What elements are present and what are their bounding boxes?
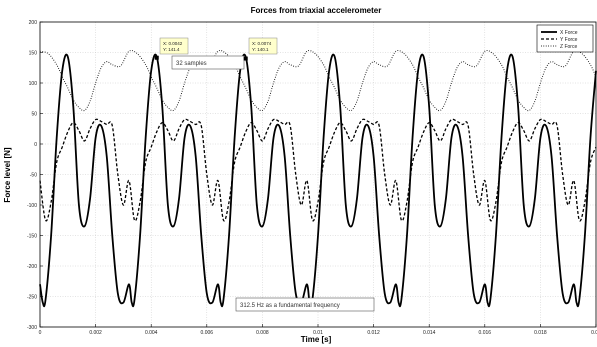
grid-lines — [40, 22, 596, 327]
y-tick-label: -200 — [27, 264, 37, 270]
y-tick-label: 0 — [34, 142, 37, 148]
datatip-marker-2 — [243, 56, 248, 61]
y-tick-label: -150 — [27, 234, 37, 240]
x-axis-label: Time [s] — [301, 335, 332, 344]
y-tick-label: 200 — [29, 20, 38, 26]
annotation-box-frequency — [235, 297, 375, 312]
annotation-frequency: 312.5 Hz as a fundamental frequency — [240, 303, 340, 309]
series-line-x-force — [39, 53, 597, 308]
series-lines — [39, 49, 597, 308]
y-tick-label: 150 — [29, 51, 38, 57]
datatip-1-x: X: 0.0042 — [163, 41, 183, 46]
x-tick-label: 0.002 — [89, 330, 102, 336]
datatip-box-1 — [159, 37, 189, 55]
y-tick-label: -250 — [27, 295, 37, 301]
x-tick-label: 0.014 — [423, 330, 436, 336]
x-tick-label: 0 — [39, 330, 42, 336]
y-tick-label: 50 — [31, 112, 37, 118]
series-line-z-force — [39, 49, 597, 112]
x-tick-label: 0.006 — [201, 330, 214, 336]
x-tick-label: 0.018 — [534, 330, 547, 336]
datatip-1-y: Y: 141.4 — [163, 47, 180, 52]
annotations: 32 samples 312.5 Hz as a fundamental fre… — [171, 55, 375, 312]
legend-label-y-force: Y Force — [560, 37, 578, 43]
y-axis-ticks: -300 -250 -200 -150 -100 -50 0 50 100 150 200 — [27, 20, 43, 331]
y-tick-label: -50 — [30, 173, 37, 179]
y-tick-label: 100 — [29, 81, 38, 87]
x-tick-label: 0.004 — [145, 330, 158, 336]
data-tips: X: 0.0042 Y: 141.4 X: 0.0074 Y: 140.1 — [154, 37, 278, 61]
annotation-samples: 32 samples — [176, 61, 207, 67]
y-axis-label: Force level [N] — [3, 147, 12, 202]
x-axis-ticks: 0 0.002 0.004 0.006 0.008 0.01 0.012 0.014 0.016… — [39, 324, 597, 336]
legend: X Force Y Force Z Force — [536, 24, 594, 53]
x-tick-label: 0.008 — [256, 330, 269, 336]
y-tick-label: -100 — [27, 203, 37, 209]
datatip-2-y: Y: 140.1 — [252, 47, 269, 52]
x-tick-label: 0.016 — [479, 330, 492, 336]
series-line-y-force — [39, 118, 597, 222]
datatip-2-x: X: 0.0074 — [252, 41, 272, 46]
x-tick-label: 0.01 — [313, 330, 323, 336]
x-tick-label: 0.012 — [367, 330, 380, 336]
legend-label-z-force: Z Force — [560, 44, 577, 50]
datatip-markers — [154, 55, 248, 61]
x-tick-label: 0.02 — [591, 330, 597, 336]
datatip-box-2 — [248, 37, 278, 55]
annotation-box-samples — [171, 55, 245, 70]
legend-label-x-force: X Force — [560, 30, 578, 36]
chart-title: Forces from triaxial accelerometer — [251, 6, 382, 15]
datatip-marker-1 — [154, 55, 159, 60]
y-tick-label: -300 — [27, 325, 37, 331]
